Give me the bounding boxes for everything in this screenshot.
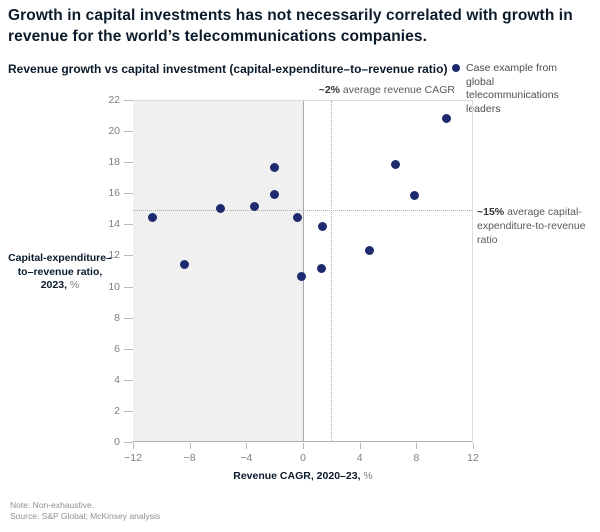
y-tick-mark	[124, 410, 133, 412]
y-tick-mark	[124, 442, 133, 443]
footnotes: Note: Non-exhaustive. Source: S&P Global…	[10, 500, 160, 522]
y-tick-label: 12	[108, 249, 120, 262]
y-tick-mark	[124, 162, 133, 164]
y-tick-label: 14	[108, 218, 120, 231]
y-tick-label: 16	[108, 187, 120, 200]
y-tick-label: 18	[108, 156, 120, 169]
x-tick-mark	[359, 443, 361, 449]
x-tick-label: −12	[124, 452, 142, 464]
y-tick-label: 4	[114, 373, 120, 386]
x-tick-mark	[189, 443, 191, 449]
y-tick-label: 0	[114, 436, 120, 448]
x-tick-mark	[473, 443, 474, 449]
footnote-note: Note: Non-exhaustive.	[10, 500, 95, 510]
y-tick-label: 6	[114, 342, 120, 355]
x-tick-mark	[303, 443, 304, 449]
footnote-source: Source: S&P Global; McKinsey analysis	[10, 511, 161, 521]
y-tick-mark	[124, 348, 133, 350]
data-point	[390, 160, 400, 170]
data-point	[365, 245, 375, 255]
plot-area	[133, 100, 473, 442]
legend-marker-icon	[452, 64, 460, 72]
annotation-avg-capex-ratio: ~15% average capital-expenditure-to-reve…	[477, 205, 599, 247]
legend: Case example from global telecommunicati…	[452, 62, 584, 116]
y-tick-mark	[124, 193, 133, 195]
x-tick-label: 8	[413, 452, 420, 464]
avg-revenue-cagr-line	[331, 101, 333, 441]
annotation-avg-revenue-cagr-value: ~2%	[318, 84, 341, 96]
y-axis-title-line1: Capital-expenditure–	[8, 252, 112, 264]
zero-cagr-axis-line	[303, 101, 304, 441]
data-point	[148, 213, 158, 223]
x-tick-label: 0	[300, 452, 306, 464]
data-point	[316, 264, 326, 274]
y-axis-title: Capital-expenditure– to–revenue ratio, 2…	[2, 252, 118, 293]
y-tick-mark	[124, 131, 133, 133]
annotation-avg-capex-ratio-text: average capital-expenditure-to-revenue r…	[477, 206, 586, 246]
y-tick-mark	[124, 286, 133, 288]
x-tick-label: 12	[467, 452, 479, 464]
data-point	[216, 203, 226, 213]
avg-capex-ratio-line	[133, 209, 472, 211]
x-tick-mark	[416, 443, 418, 449]
annotation-avg-capex-ratio-value: ~15%	[477, 206, 505, 218]
y-tick-label: 22	[108, 94, 120, 106]
x-tick-mark	[133, 443, 134, 449]
x-tick-mark	[246, 443, 248, 449]
data-point	[179, 259, 189, 269]
legend-label: Case example from global telecommunicati…	[466, 62, 559, 115]
x-tick-label: −4	[240, 452, 253, 464]
data-point	[297, 272, 307, 282]
data-point	[441, 113, 451, 123]
x-axis-title: Revenue CAGR, 2020–23, %	[133, 470, 473, 482]
data-point	[270, 163, 280, 173]
x-tick-label: 4	[356, 452, 363, 464]
x-axis-title-text: Revenue CAGR, 2020–23,	[233, 470, 361, 482]
data-point	[250, 202, 260, 212]
y-tick-mark	[124, 100, 133, 101]
page-title: Growth in capital investments has not ne…	[8, 7, 573, 45]
data-point	[292, 213, 302, 223]
y-tick-mark	[124, 379, 133, 381]
negative-cagr-shaded-region	[133, 101, 303, 441]
y-axis-title-unit: %	[67, 279, 80, 291]
data-point	[318, 222, 328, 232]
data-point	[270, 189, 280, 199]
y-tick-label: 10	[108, 280, 120, 293]
data-point	[410, 191, 420, 201]
y-tick-label: 8	[114, 311, 120, 324]
annotation-avg-revenue-cagr-text: average revenue CAGR	[340, 84, 455, 96]
y-tick-mark	[124, 224, 133, 226]
y-tick-mark	[124, 255, 133, 257]
y-tick-mark	[124, 317, 133, 319]
y-axis-title-line3: 2023,	[40, 279, 67, 291]
y-tick-label: 2	[114, 404, 120, 417]
y-tick-label: 20	[108, 125, 120, 138]
x-axis-title-unit: %	[360, 470, 373, 482]
annotation-avg-revenue-cagr: ~2% average revenue CAGR	[280, 84, 455, 96]
chart-subtitle: Revenue growth vs capital investment (ca…	[8, 62, 448, 76]
x-tick-label: −8	[183, 452, 196, 464]
y-axis-title-line2: to–revenue ratio,	[17, 265, 103, 278]
